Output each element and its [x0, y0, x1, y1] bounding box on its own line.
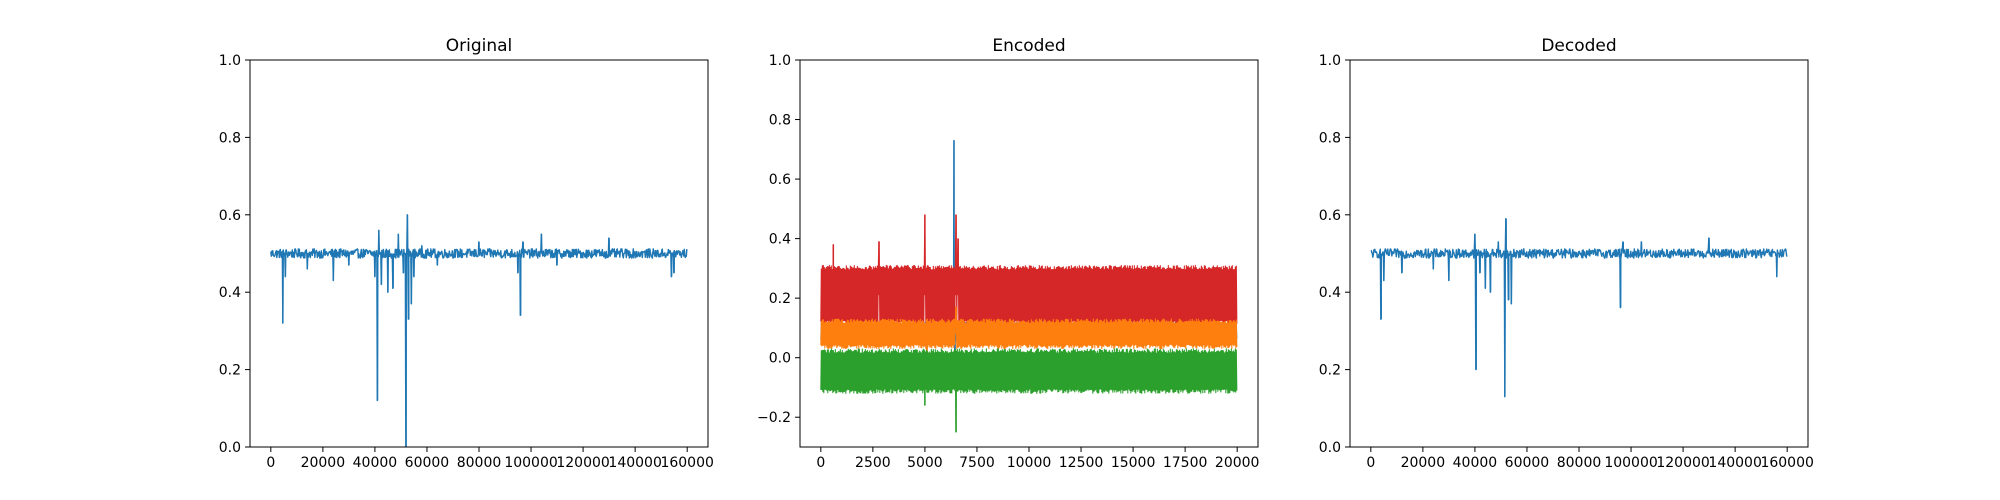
encoded-ytick-label-3: 0.4 — [769, 232, 791, 248]
panel-encoded: 0 2500 5000 7500 10000 12500 15000 17500 20000 −0… — [757, 36, 1259, 471]
panel-decoded: 0 20000 40000 60000 80000 1000001200001400001… — [1319, 36, 1814, 471]
decoded-xtick-label-7: 140000 — [1708, 455, 1761, 471]
encoded-series-2 — [820, 306, 1238, 362]
encoded-xtick-label-6: 15000 — [1111, 455, 1156, 471]
encoded-xtick-label-3: 7500 — [959, 455, 995, 471]
decoded-ticks: 0 20000 40000 60000 80000 1000001200001400001… — [1319, 53, 1814, 471]
encoded-xtick-label-8: 20000 — [1215, 455, 1260, 471]
original-ticks: 0 20000 40000 60000 80000 1000001200001400001… — [219, 53, 714, 471]
original-xtick-label-8: 160000 — [660, 455, 713, 471]
encoded-ytick-label-4: 0.6 — [769, 172, 791, 188]
encoded-xtick-label-0: 0 — [816, 455, 825, 471]
encoded-xtick-label-1: 2500 — [855, 455, 891, 471]
decoded-ytick-label-3: 0.6 — [1319, 208, 1341, 224]
original-ytick-label-3: 0.6 — [219, 208, 241, 224]
decoded-xtick-label-8: 160000 — [1760, 455, 1813, 471]
encoded-ytick-label-6: 1.0 — [769, 53, 791, 69]
encoded-xtick-label-2: 5000 — [907, 455, 943, 471]
decoded-xtick-label-3: 60000 — [1505, 455, 1550, 471]
decoded-ytick-label-2: 0.4 — [1319, 285, 1341, 301]
encoded-ytick-label-2: 0.2 — [769, 291, 791, 307]
decoded-xtick-label-5: 100000 — [1604, 455, 1657, 471]
decoded-ytick-label-5: 1.0 — [1319, 53, 1341, 69]
original-ytick-label-0: 0.0 — [219, 440, 241, 456]
original-xtick-label-3: 60000 — [405, 455, 450, 471]
decoded-xtick-label-0: 0 — [1366, 455, 1375, 471]
original-ytick-label-2: 0.4 — [219, 285, 241, 301]
encoded-series-3 — [820, 348, 1238, 433]
encoded-ticks: 0 2500 5000 7500 10000 12500 15000 17500 20000 −0… — [757, 53, 1259, 471]
decoded-title: Decoded — [1541, 36, 1616, 56]
encoded-title: Encoded — [992, 36, 1065, 56]
decoded-series-0 — [1370, 217, 1788, 398]
original-title: Original — [446, 36, 513, 56]
encoded-ytick-label-0: −0.2 — [757, 410, 791, 426]
original-ytick-label-1: 0.2 — [219, 363, 241, 379]
encoded-xtick-label-7: 17500 — [1163, 455, 1208, 471]
original-xtick-label-1: 20000 — [301, 455, 346, 471]
original-ytick-label-5: 1.0 — [219, 53, 241, 69]
decoded-ytick-label-1: 0.2 — [1319, 363, 1341, 379]
original-xtick-label-2: 40000 — [353, 455, 398, 471]
encoded-ytick-label-1: 0.0 — [769, 351, 791, 367]
decoded-xtick-label-2: 40000 — [1453, 455, 1498, 471]
decoded-xtick-label-4: 80000 — [1557, 455, 1602, 471]
decoded-xtick-label-1: 20000 — [1401, 455, 1446, 471]
decoded-xtick-label-6: 120000 — [1656, 455, 1709, 471]
encoded-ytick-label-5: 0.8 — [769, 113, 791, 129]
encoded-xtick-label-4: 10000 — [1007, 455, 1052, 471]
encoded-series — [820, 139, 1238, 433]
original-series — [270, 214, 688, 447]
decoded-series — [1370, 217, 1788, 398]
decoded-ytick-label-0: 0.0 — [1319, 440, 1341, 456]
encoded-axes-frame — [799, 59, 1259, 448]
original-xtick-label-6: 120000 — [556, 455, 609, 471]
panel-original: 0 20000 40000 60000 80000 1000001200001400001… — [219, 36, 714, 471]
original-xtick-label-5: 100000 — [504, 455, 557, 471]
encoded-xtick-label-5: 12500 — [1059, 455, 1104, 471]
original-xtick-label-7: 140000 — [608, 455, 661, 471]
original-xtick-label-4: 80000 — [457, 455, 502, 471]
decoded-axes-frame — [1349, 59, 1809, 448]
original-xtick-label-0: 0 — [266, 455, 275, 471]
decoded-ytick-label-4: 0.8 — [1319, 130, 1341, 146]
original-axes-frame — [249, 59, 709, 448]
original-ytick-label-4: 0.8 — [219, 130, 241, 146]
